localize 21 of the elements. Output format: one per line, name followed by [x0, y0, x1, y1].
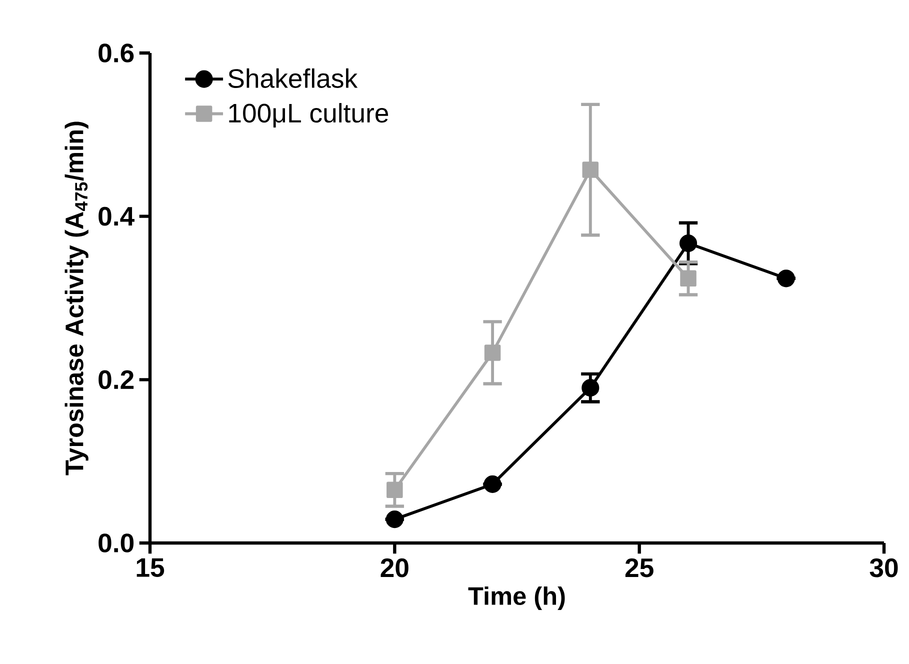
- x-tick-label: 30: [870, 558, 898, 578]
- point: [386, 510, 404, 528]
- x-tick-label: 20: [380, 558, 408, 578]
- point: [484, 475, 502, 494]
- x-tick-label: 15: [136, 558, 164, 577]
- y-tick-label: 0.2: [98, 370, 134, 390]
- point: [484, 344, 501, 361]
- point: [386, 482, 403, 498]
- y-tick-label: 0.6: [98, 44, 134, 62]
- point: [680, 270, 696, 287]
- point: [582, 162, 599, 178]
- y-tick-label: 0.0: [98, 534, 134, 552]
- legend-label: 100μL culture: [229, 103, 388, 128]
- x-axis-title: Time (h): [468, 586, 565, 610]
- point: [582, 379, 600, 397]
- x-tick-label: 25: [625, 558, 654, 578]
- y-axis-title: Tyrosinase Activity (A$_{475}$/min): [64, 122, 88, 476]
- point: [777, 270, 795, 288]
- y-tick-label: 0.4: [98, 206, 134, 226]
- point: [679, 234, 698, 252]
- legend-label: Shakeflask: [228, 68, 358, 88]
